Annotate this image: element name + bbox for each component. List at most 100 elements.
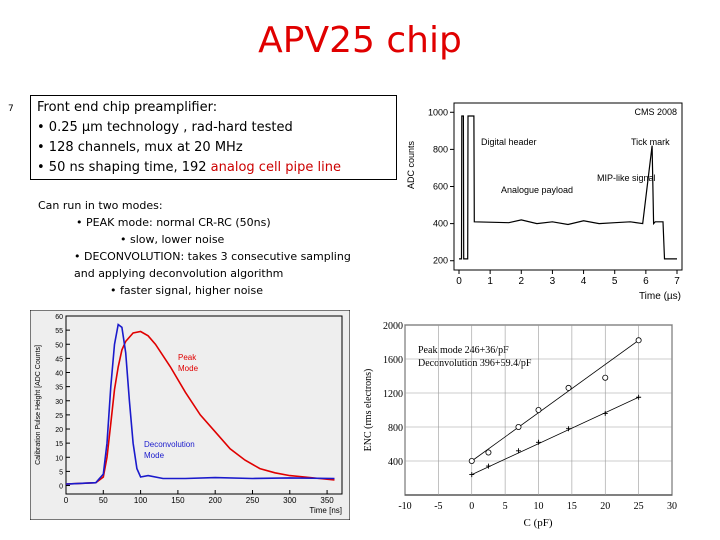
chart3-y-tick-label: 800 — [388, 423, 403, 434]
specs-box: Front end chip preamplifier: • 0.25 µm t… — [30, 95, 397, 180]
chart1-y-tick-label: 600 — [433, 182, 448, 192]
chart1-x-tick-label: 7 — [674, 276, 680, 287]
chart3-y-tick-label: 2000 — [383, 321, 403, 332]
chart3-point-deconv — [515, 448, 521, 454]
chart2-legend-deconv: Deconvolution — [144, 440, 195, 449]
chart3-point-peak — [635, 337, 642, 344]
chart3-x-tick-label: 30 — [667, 501, 677, 512]
chart2-y-tick-label: 60 — [55, 314, 63, 321]
chart3-x-tick-label: 5 — [503, 501, 508, 512]
chart3-y-tick-label: 1600 — [383, 355, 403, 366]
chart2-x-tick-label: 100 — [134, 496, 148, 505]
chart1-annotation-mip: MIP-like signal — [597, 173, 656, 183]
chart1-plot-area — [453, 102, 683, 271]
chart2-y-tick-label: 55 — [55, 328, 63, 335]
chart3-x-tick-label: 10 — [534, 501, 544, 512]
chart2-series-line — [65, 323, 335, 485]
chart3-point-peak — [535, 407, 542, 414]
pulse-shape-chart: Calibration Pulse Height [ADC Counts] Ti… — [30, 310, 350, 520]
modes-intro: Can run in two modes: — [38, 199, 163, 212]
chart3-annotation-peak: Peak mode 246+36/pF — [418, 345, 509, 356]
chart3-point-peak — [565, 384, 572, 391]
chart3-point-deconv — [636, 394, 642, 400]
chart1-y-tick-label: 400 — [433, 219, 448, 229]
chart3-point-deconv — [485, 463, 491, 469]
chart2-x-tick-label: 350 — [320, 496, 334, 505]
chart2-x-tick-label: 150 — [171, 496, 185, 505]
chart2-y-tick-label: 45 — [55, 356, 63, 363]
chart1-x-tick-label: 5 — [612, 276, 618, 287]
chart2-y-tick-label: 20 — [55, 427, 63, 434]
specs-shaping-text: • 50 ns shaping time, 192 — [37, 160, 211, 175]
specs-line-channels: • 128 channels, mux at 20 MHz — [37, 140, 243, 155]
chart1-y-tick-label: 1000 — [428, 107, 448, 117]
chart3-x-tick-label: 15 — [567, 501, 577, 512]
chart3-point-deconv — [536, 439, 541, 445]
chart3-point-peak — [485, 449, 492, 456]
chart1-series-line — [459, 115, 677, 260]
apv-frame-chart: ADC counts CMS 2008 Digital header Tick … — [406, 102, 683, 302]
mode-deconvolution: • DECONVOLUTION: takes 3 consecutive sam… — [74, 250, 351, 263]
slide-title: APV25 chip — [258, 20, 462, 61]
chart3-point-peak — [515, 424, 522, 431]
mode-peak: • PEAK mode: normal CR-RC (50ns) — [76, 216, 271, 229]
chart3-x-tick-label: 0 — [469, 501, 474, 512]
chart2-legend-deconv-2: Mode — [144, 451, 165, 460]
chart1-annotation-payload: Analogue payload — [501, 185, 573, 195]
specs-line-technology: • 0.25 µm technology , rad-hard tested — [37, 120, 293, 135]
specs-heading: Front end chip preamplifier: — [37, 100, 218, 115]
specs-pipeline-highlight: analog cell pipe line — [210, 160, 342, 175]
chart3-fit-line — [471, 339, 639, 462]
chart1-x-tick-label: 1 — [487, 276, 493, 287]
chart3-x-tick-label: 20 — [600, 501, 610, 512]
chart2-y-tick-label: 15 — [55, 441, 63, 448]
chart2-plot-area — [65, 315, 343, 495]
chart3-x-tick-label: -10 — [398, 501, 411, 512]
chart3-x-tick-label: 25 — [634, 501, 644, 512]
specs-line-shaping: • 50 ns shaping time, 192 analog cell pi… — [37, 158, 390, 178]
chart2-y-tick-label: 5 — [59, 469, 63, 476]
chart2-y-tick-label: 40 — [55, 371, 63, 378]
mode-deconvolution-cont: and applying deconvolution algorithm — [74, 267, 284, 280]
chart2-legend-peak-2: Mode — [178, 364, 199, 373]
chart3-point-deconv — [469, 472, 475, 478]
chart2-x-label: Time [ns] — [309, 506, 342, 515]
chart2-legend-peak: Peak — [178, 353, 197, 362]
chart1-y-tick-label: 200 — [433, 256, 448, 266]
chart2-y-label: Calibration Pulse Height [ADC Counts] — [35, 345, 42, 465]
chart1-x-tick-label: 0 — [456, 276, 462, 287]
chart2-series-line — [65, 330, 335, 485]
chart3-fit-line — [471, 396, 639, 475]
chart3-x-label: C (pF) — [523, 517, 552, 529]
chart3-y-tick-label: 400 — [388, 457, 403, 468]
mode-peak-detail: • slow, lower noise — [120, 233, 225, 246]
chart3-point-deconv — [602, 410, 608, 416]
chart2-y-tick-label: 0 — [59, 484, 63, 491]
chart1-annotation-tick-mark: Tick mark — [631, 137, 670, 147]
chart3-point-peak — [468, 457, 475, 464]
chart3-x-tick-label: -5 — [434, 501, 442, 512]
mode-deconvolution-detail: • faster signal, higher noise — [110, 284, 263, 297]
chart1-x-tick-label: 2 — [519, 276, 525, 287]
chart3-y-label: ENC (rms electrons) — [363, 369, 374, 452]
chart1-x-label: Time (µs) — [639, 291, 681, 302]
chart3-y-tick-label: 1200 — [383, 389, 403, 400]
chart2-y-tick-label: 25 — [55, 413, 63, 420]
chart3-annotation-deconv: Deconvolution 396+59.4/pF — [418, 358, 532, 369]
chart1-x-tick-label: 6 — [643, 276, 649, 287]
chart2-y-tick-label: 50 — [55, 342, 63, 349]
chart2-x-tick-label: 50 — [99, 496, 108, 505]
chart2-y-tick-label: 35 — [55, 385, 63, 392]
slide-number: 7 — [8, 104, 14, 114]
chart1-x-tick-label: 4 — [581, 276, 587, 287]
noise-vs-capacitance-chart: ENC (rms electrons) C (pF) Peak mode 246… — [363, 321, 677, 529]
chart1-x-tick-label: 3 — [550, 276, 556, 287]
chart3-point-peak — [602, 374, 609, 381]
chart2-x-tick-label: 300 — [283, 496, 297, 505]
chart1-y-label: ADC counts — [406, 140, 416, 189]
chart2-x-tick-label: 250 — [246, 496, 260, 505]
chart2-x-tick-label: 200 — [209, 496, 223, 505]
chart2-y-tick-label: 10 — [55, 455, 63, 462]
chart1-title: CMS 2008 — [634, 107, 677, 117]
chart1-y-tick-label: 800 — [433, 144, 448, 154]
